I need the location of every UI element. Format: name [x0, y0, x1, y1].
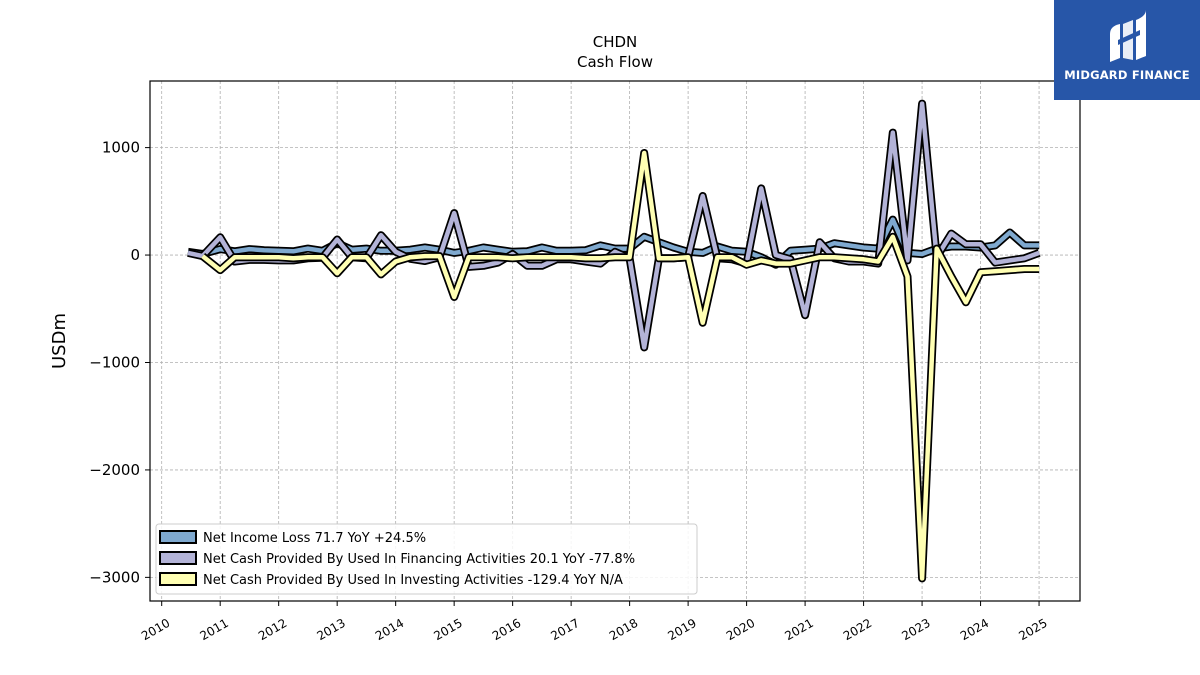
x-tick-label: 2022 [841, 616, 874, 643]
chart-subtitle: Cash Flow [577, 53, 653, 71]
x-tick-label: 2019 [665, 616, 698, 643]
brand-name: MIDGARD FINANCE [1064, 68, 1190, 82]
y-tick-label: −1000 [89, 353, 140, 371]
y-axis-ticks: 1000 0 −1000 −2000 −3000 [89, 139, 150, 586]
chart-title: CHDN [593, 33, 638, 51]
legend-swatch-net-income [159, 530, 197, 544]
y-tick-label: −3000 [89, 568, 140, 586]
y-tick-label: 0 [130, 246, 140, 264]
x-tick-label: 2024 [958, 616, 991, 643]
x-tick-label: 2020 [724, 616, 757, 643]
legend-swatch-investing [159, 572, 197, 586]
financing-line [187, 101, 1040, 350]
legend-label-financing: Net Cash Provided By Used In Financing A… [203, 552, 635, 567]
x-tick-label: 2023 [899, 616, 932, 643]
legend: Net Income Loss 71.7 YoY +24.5% Net Cash… [155, 523, 698, 595]
y-axis-label: USDm [49, 313, 70, 369]
plot-frame [149, 80, 1081, 602]
x-tick-label: 2015 [431, 616, 464, 643]
x-tick-label: 2021 [782, 616, 815, 643]
investing-line [201, 150, 1040, 581]
x-tick-label: 2010 [139, 616, 172, 643]
legend-box [155, 523, 698, 595]
y-tick-label: 1000 [102, 139, 140, 157]
legend-label-net-income: Net Income Loss 71.7 YoY +24.5% [203, 531, 426, 546]
x-tick-label: 2013 [314, 616, 347, 643]
x-tick-label: 2011 [197, 616, 230, 643]
logo-mark-icon [1110, 10, 1146, 62]
x-tick-label: 2017 [548, 616, 581, 643]
grid [150, 81, 1080, 601]
x-tick-label: 2012 [256, 616, 289, 643]
y-tick-label: −2000 [89, 461, 140, 479]
legend-swatch-financing [159, 551, 197, 565]
x-tick-label: 2016 [490, 616, 523, 643]
brand-logo: MIDGARD FINANCE [1054, 0, 1200, 100]
x-axis-ticks: 2010 2011 2012 2013 2014 2015 2016 2017 2018 2019… [139, 601, 1050, 643]
x-tick-label: 2014 [373, 616, 406, 643]
legend-label-investing: Net Cash Provided By Used In Investing A… [203, 573, 623, 588]
series-layer [187, 99, 1041, 583]
x-tick-label: 2018 [607, 616, 640, 643]
x-tick-label: 2025 [1016, 616, 1049, 643]
